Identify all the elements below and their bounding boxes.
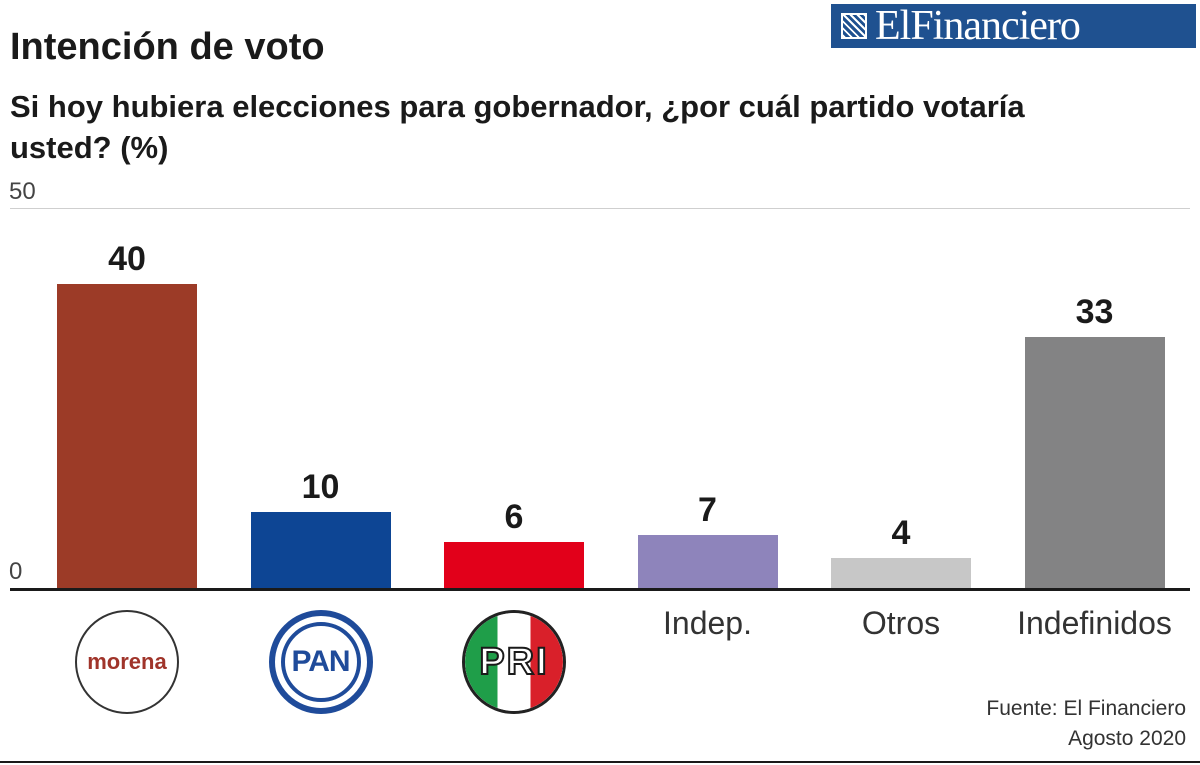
pan-logo-text: PAN	[291, 645, 350, 678]
x-axis-baseline	[10, 588, 1190, 591]
chart-subtitle: Si hoy hubiera elecciones para gobernado…	[10, 89, 1025, 165]
morena-logo-icon: morena	[75, 610, 179, 714]
pri-logo-text: PRI	[478, 640, 549, 684]
bar-otros	[831, 557, 971, 588]
x-tick-label-indefinidos: Indefinidos	[1017, 605, 1172, 641]
bar-value-pan: 10	[301, 468, 340, 506]
bar-pri	[444, 542, 584, 588]
chart-title: Intención de voto	[10, 26, 325, 68]
x-tick-label-indep: Indep.	[663, 605, 752, 641]
bar-morena	[57, 284, 197, 588]
bar-pan	[250, 512, 391, 588]
source-note: Fuente: El Financiero Agosto 2020	[986, 694, 1186, 754]
bar-indefinidos	[1024, 337, 1165, 588]
bar-indep	[637, 534, 778, 588]
bar-value-morena: 40	[108, 240, 146, 278]
logo-text: ElFinanciero	[875, 3, 1081, 49]
morena-logo-text: morena	[87, 649, 167, 674]
bottom-rule	[0, 761, 1200, 763]
y-tick-label-max: 50	[9, 178, 36, 205]
gridline-max	[10, 208, 1190, 209]
bar-value-indep: 7	[698, 490, 717, 529]
source-date: Agosto 2020	[1068, 727, 1186, 750]
source-text: Fuente: El Financiero	[986, 697, 1186, 720]
y-tick-label-min: 0	[9, 558, 23, 585]
pri-logo-icon: PRI	[462, 610, 566, 714]
logo-mark-icon	[841, 13, 867, 39]
bar-value-pri: 6	[504, 498, 524, 537]
el-financiero-logo: ElFinanciero	[831, 4, 1196, 48]
x-tick-label-otros: Otros	[861, 605, 941, 641]
pan-logo-icon: PAN	[268, 610, 373, 714]
bar-value-otros: 4	[891, 513, 911, 552]
bar-value-indefinidos: 33	[1075, 293, 1114, 332]
